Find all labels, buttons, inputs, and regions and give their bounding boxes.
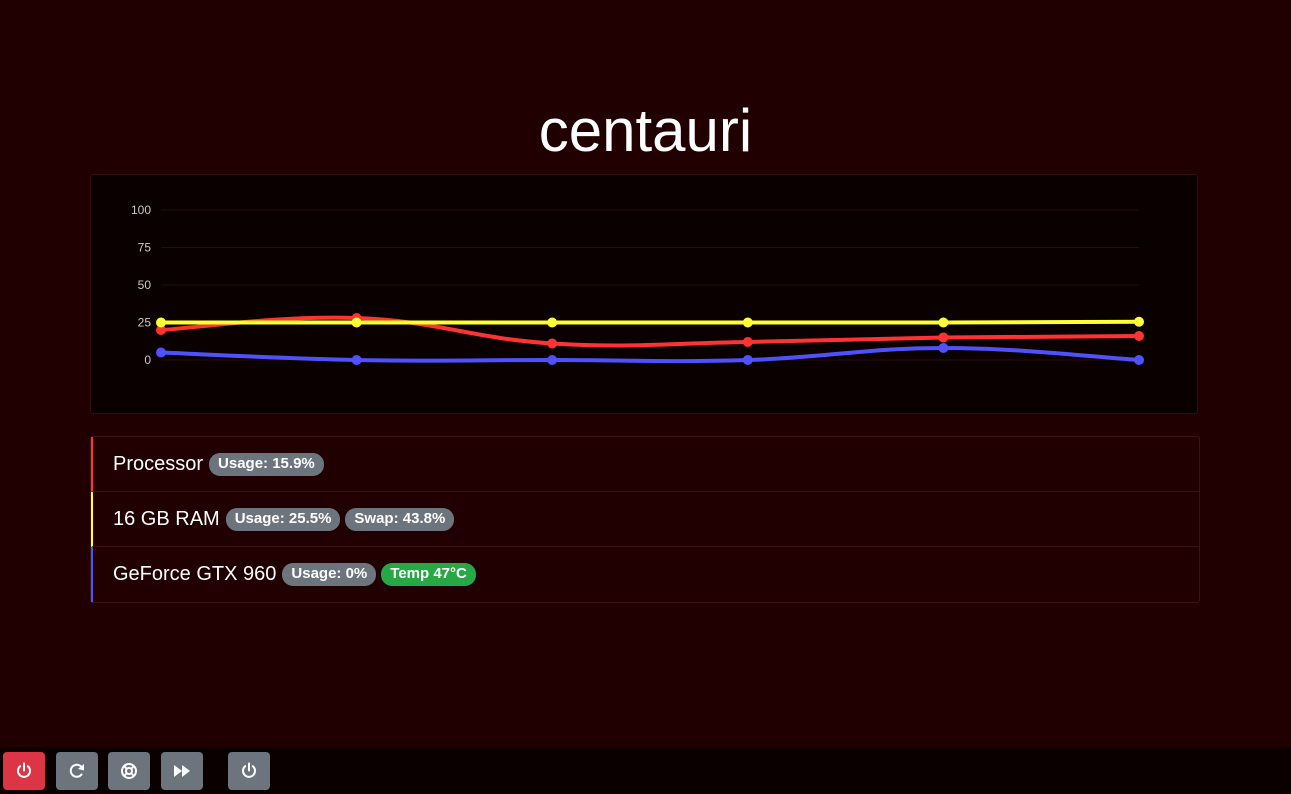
device-row-processor: Processor Usage: 15.9% <box>91 437 1199 492</box>
usage-chart-svg: 0 25 50 75 100 <box>131 203 1144 367</box>
data-point-gpu <box>1134 355 1144 365</box>
page-title: centauri <box>538 97 753 164</box>
data-point-ram <box>547 317 558 328</box>
chart-y-tick-label: 25 <box>138 316 152 330</box>
chart-y-tick-label: 50 <box>138 278 152 292</box>
device-list: Processor Usage: 15.9% 16 GB RAM Usage: … <box>90 436 1200 603</box>
data-point-gpu <box>547 355 558 365</box>
series-line-processor <box>160 315 1140 348</box>
device-row-ram: 16 GB RAM Usage: 25.5% Swap: 43.8% <box>91 492 1199 547</box>
chart-series <box>156 313 1144 365</box>
data-point-gpu <box>742 355 753 365</box>
series-line-gpu <box>160 345 1140 364</box>
device-name: GeForce GTX 960 <box>113 563 277 585</box>
processor-usage-badge: Usage: 15.9% <box>209 452 324 476</box>
data-point-gpu <box>351 355 362 365</box>
series-line-ram <box>161 319 1140 325</box>
data-point-processor <box>156 325 166 335</box>
data-point-ram <box>938 317 949 328</box>
bottom-toolbar <box>0 747 1291 794</box>
chart-y-tick-label: 75 <box>138 241 152 255</box>
gpu-temp-badge: Temp 47°C <box>381 563 476 586</box>
chart-y-tick-label: 0 <box>144 353 151 367</box>
ram-swap-badge: Swap: 43.8% <box>345 507 455 531</box>
power-button[interactable] <box>228 752 270 790</box>
device-name: Processor <box>113 452 204 475</box>
lifebuoy-icon <box>121 763 137 779</box>
data-point-processor <box>1134 331 1144 341</box>
power-icon <box>242 762 256 778</box>
data-point-gpu <box>156 347 166 358</box>
fast-forward-button[interactable] <box>161 752 203 790</box>
data-point-ram <box>156 317 166 328</box>
fast-forward-icon <box>174 765 190 777</box>
restart-button[interactable] <box>56 752 98 790</box>
device-row-gpu: GeForce GTX 960 Usage: 0% Temp 47°C <box>91 547 1199 602</box>
restart-icon <box>69 763 84 778</box>
data-point-ram <box>742 317 753 328</box>
data-point-processor <box>938 332 949 343</box>
usage-chart: 0 25 50 75 100 <box>90 174 1198 414</box>
chart-y-ticks: 0 25 50 75 100 <box>131 203 151 367</box>
data-point-ram <box>1134 316 1144 327</box>
help-button[interactable] <box>108 752 150 790</box>
gpu-usage-badge: Usage: 0% <box>282 563 377 586</box>
chart-y-tick-label: 100 <box>131 203 151 217</box>
power-icon <box>17 762 31 778</box>
ram-usage-badge: Usage: 25.5% <box>225 507 341 531</box>
device-name: 16 GB RAM <box>113 507 220 530</box>
data-point-gpu <box>938 343 949 353</box>
data-point-processor <box>742 337 753 347</box>
shutdown-button[interactable] <box>3 752 45 790</box>
data-point-ram <box>351 317 362 328</box>
data-point-processor <box>547 338 558 349</box>
